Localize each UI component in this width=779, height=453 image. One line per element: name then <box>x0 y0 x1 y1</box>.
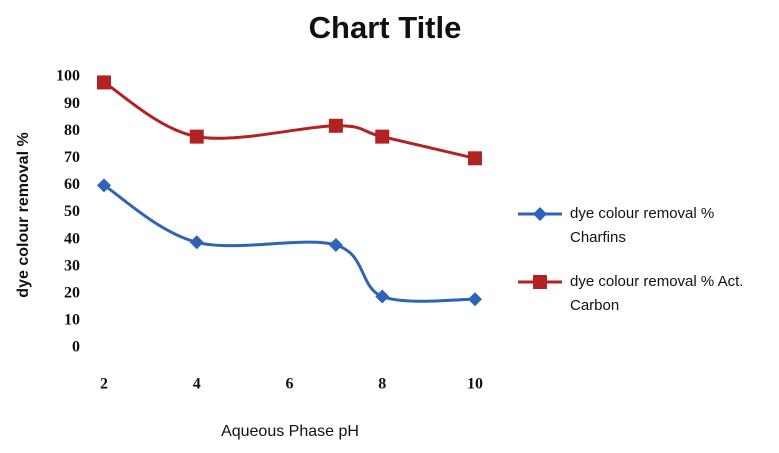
point <box>328 118 343 133</box>
legend-swatch-marker <box>533 207 547 221</box>
series-line <box>103 81 476 160</box>
y-tick-label: 80 <box>64 122 80 139</box>
legend-label: dye colour removal % Act. Carbon <box>570 273 744 314</box>
point <box>97 75 111 90</box>
x-axis-label: Aqueous Phase pH <box>221 423 359 440</box>
legend-label: dye colour removal % Charfins <box>570 205 715 246</box>
x-tick-label: 4 <box>193 376 201 393</box>
chart-title: Chart Title <box>309 10 462 45</box>
y-tick-label: 0 <box>72 339 80 356</box>
legend-swatch-marker <box>533 275 547 289</box>
point <box>375 289 390 304</box>
x-tick-label: 2 <box>100 376 108 393</box>
y-axis-label: dye colour removal % <box>15 132 32 297</box>
x-tick-label: 8 <box>378 376 386 393</box>
point <box>97 178 111 193</box>
point <box>468 151 482 166</box>
y-tick-label: 100 <box>56 68 80 85</box>
point <box>189 129 204 144</box>
y-tick-label: 70 <box>64 149 80 166</box>
x-tick-label: 6 <box>286 376 294 393</box>
point <box>375 129 390 144</box>
y-tick-label: 40 <box>64 230 80 247</box>
y-tick-label: 20 <box>64 284 80 301</box>
series-line <box>103 184 476 303</box>
y-tick-label: 90 <box>64 95 80 112</box>
y-tick-label: 60 <box>64 176 80 193</box>
y-tick-label: 50 <box>64 203 80 220</box>
point <box>189 235 204 250</box>
point <box>328 238 343 253</box>
point <box>468 292 482 307</box>
y-tick-label: 30 <box>64 257 80 274</box>
x-tick-label: 10 <box>467 376 483 393</box>
y-tick-label: 10 <box>64 312 80 329</box>
